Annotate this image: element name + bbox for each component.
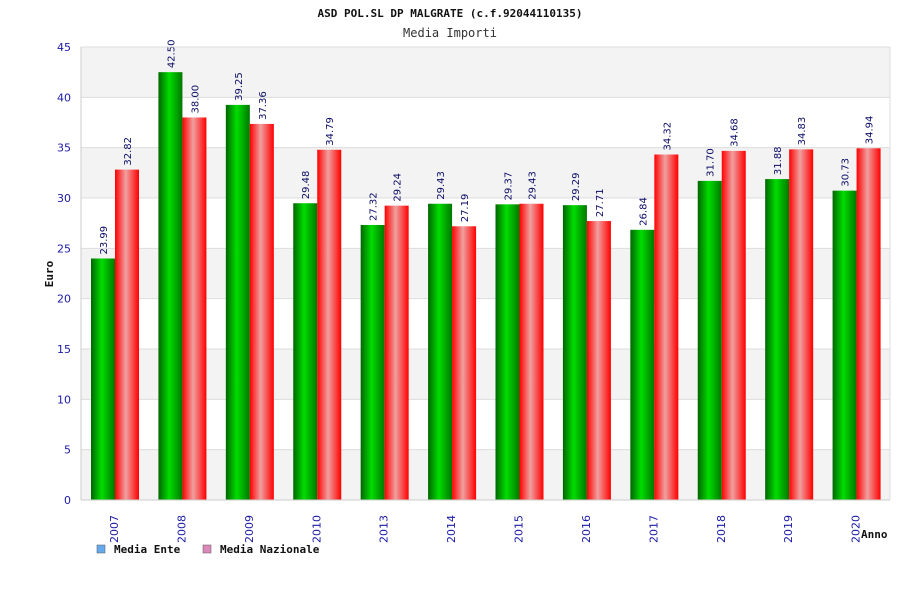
- value-label: 31.88: [773, 146, 784, 175]
- y-tick-label: 10: [57, 393, 71, 406]
- value-label: 34.83: [797, 117, 808, 146]
- bar-media-nazionale-2019: [789, 149, 814, 501]
- bar-media-nazionale-2008: [182, 117, 207, 500]
- y-tick-label: 20: [57, 293, 71, 306]
- bar-media-ente-2018: [697, 180, 722, 501]
- bars: [91, 72, 881, 501]
- plot-band: [81, 47, 890, 98]
- x-tick-label: 2014: [445, 515, 458, 543]
- value-label: 30.73: [841, 158, 852, 187]
- x-tick-labels: 2007 2008 2009 2010 2013 2014 2015 2016 2017 2018…: [108, 515, 863, 543]
- y-tick-label: 30: [57, 192, 71, 205]
- plot-band: [81, 449, 890, 500]
- legend: Media Ente Media Nazionale: [96, 543, 320, 556]
- y-axis-label: Euro: [43, 260, 56, 287]
- value-label: 29.29: [571, 173, 582, 202]
- bar-media-ente-2016: [562, 205, 587, 500]
- y-tick-label: 40: [57, 91, 71, 104]
- bar-media-ente-2013: [360, 224, 385, 500]
- value-label: 29.24: [393, 173, 404, 202]
- x-axis-label: Anno: [861, 528, 888, 541]
- bar-media-ente-2014: [428, 203, 453, 500]
- value-label: 29.43: [436, 171, 447, 200]
- legend-label-media-nazionale: Media Nazionale: [220, 543, 320, 556]
- x-tick-label: 2016: [580, 515, 593, 543]
- value-label: 29.43: [528, 171, 539, 200]
- bar-media-ente-2007: [91, 258, 115, 500]
- value-label: 27.71: [595, 188, 606, 217]
- value-label: 38.00: [190, 85, 201, 114]
- value-label: 27.32: [369, 192, 380, 221]
- bar-media-nazionale-2014: [452, 226, 477, 500]
- value-label: 39.25: [234, 72, 245, 101]
- x-tick-label: 2017: [647, 515, 660, 543]
- bar-media-ente-2008: [158, 72, 183, 501]
- value-label: 26.84: [638, 197, 649, 226]
- chart-subtitle: Media Importi: [403, 26, 497, 40]
- y-tick-label: 5: [64, 444, 71, 457]
- value-labels: 23.99 32.82 42.50 38.00 39.25 37.36 29.48 34.79…: [99, 40, 876, 255]
- x-tick-label: 2008: [175, 515, 188, 543]
- bar-media-nazionale-2018: [721, 150, 746, 500]
- bar-media-ente-2009: [225, 104, 250, 500]
- x-tick-label: 2018: [715, 515, 728, 543]
- legend-label-media-ente: Media Ente: [114, 543, 181, 556]
- bar-media-ente-2020: [832, 190, 857, 500]
- plot-background: [81, 47, 890, 500]
- value-label: 32.82: [123, 137, 134, 166]
- bar-media-nazionale-2016: [586, 221, 611, 500]
- x-tick-label: 2015: [513, 515, 526, 543]
- x-tick-label: 2020: [850, 515, 863, 543]
- axes: [80, 46, 891, 501]
- bar-media-nazionale-2017: [654, 154, 679, 500]
- x-tick-label: 2009: [243, 515, 256, 543]
- bar-media-ente-2019: [765, 179, 790, 501]
- plot-band: [81, 147, 890, 198]
- x-tick-label: 2010: [310, 515, 323, 543]
- value-label: 27.19: [460, 194, 471, 223]
- x-tick-label: 2019: [782, 515, 795, 543]
- value-label: 37.36: [258, 91, 269, 120]
- plot-band: [81, 349, 890, 400]
- legend-swatch-media-ente: [96, 544, 106, 554]
- y-tick-label: 35: [57, 142, 71, 155]
- y-tick-labels: 0 5 10 15 20 25 30 35 40 45: [57, 41, 71, 507]
- value-label: 31.70: [706, 148, 717, 177]
- bar-media-ente-2015: [495, 204, 520, 501]
- plot-band: [81, 248, 890, 299]
- x-tick-label: 2007: [108, 515, 121, 543]
- y-tick-label: 0: [64, 494, 71, 507]
- y-tick-label: 15: [57, 343, 71, 356]
- bar-media-nazionale-2007: [115, 169, 139, 500]
- bar-media-nazionale-2010: [317, 149, 342, 500]
- y-tick-label: 25: [57, 242, 71, 255]
- value-label: 34.79: [325, 117, 336, 146]
- value-label: 34.94: [865, 116, 876, 145]
- y-tick-label: 45: [57, 41, 71, 54]
- bar-media-ente-2017: [630, 229, 655, 500]
- bar-media-ente-2010: [293, 203, 318, 500]
- chart-title: ASD POL.SL DP MALGRATE (c.f.92044110135): [318, 7, 583, 20]
- bar-media-nazionale-2020: [856, 148, 881, 500]
- value-label: 34.32: [662, 122, 673, 151]
- bar-media-nazionale-2015: [519, 203, 544, 500]
- value-label: 29.48: [301, 171, 312, 200]
- value-label: 29.37: [504, 172, 515, 201]
- legend-swatch-media-nazionale: [202, 544, 212, 554]
- bar-media-nazionale-2009: [249, 123, 274, 500]
- value-label: 23.99: [99, 226, 110, 255]
- value-label: 34.68: [730, 118, 741, 147]
- bar-media-nazionale-2013: [384, 205, 409, 500]
- x-tick-label: 2013: [378, 515, 391, 543]
- value-label: 42.50: [166, 40, 177, 69]
